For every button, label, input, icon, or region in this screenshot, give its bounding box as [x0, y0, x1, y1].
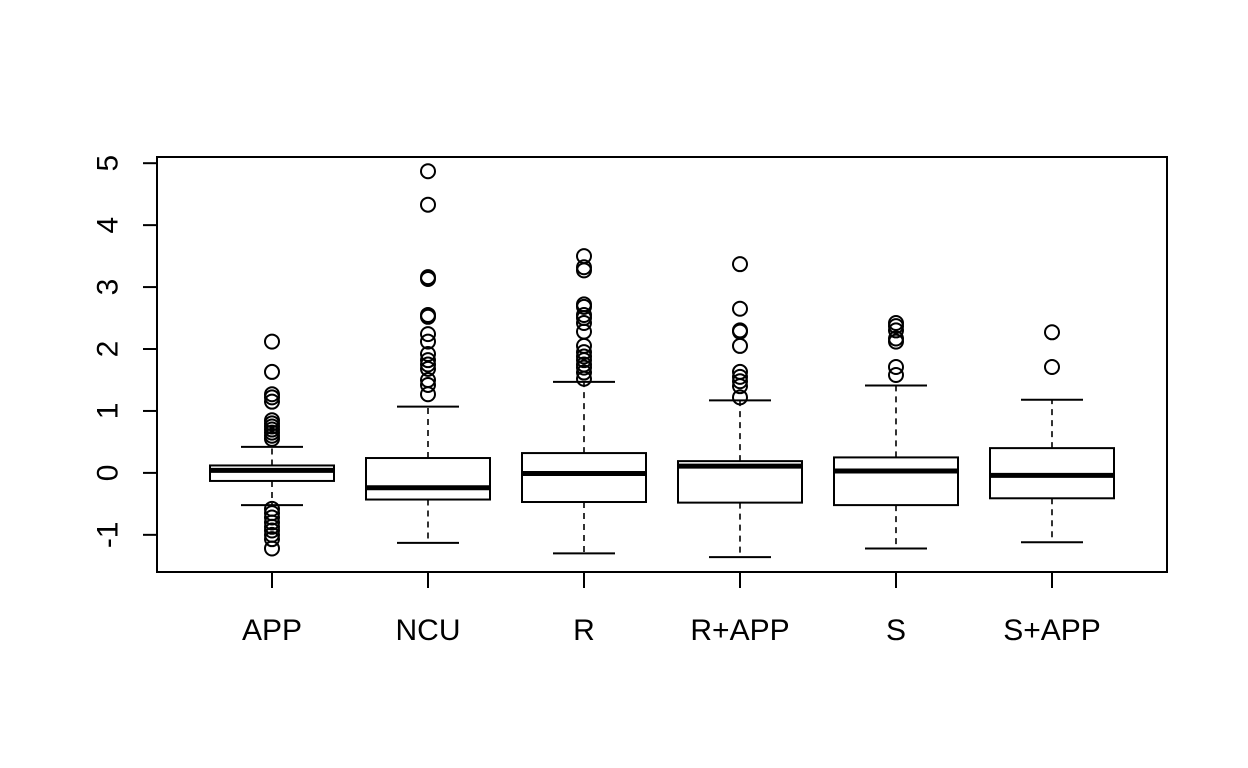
- outlier-point: [732, 256, 748, 273]
- outlier-point: [888, 330, 904, 347]
- box: [521, 452, 647, 504]
- box: [833, 456, 959, 507]
- outlier-point: [576, 315, 592, 331]
- outlier-point: [1044, 358, 1060, 375]
- outlier-point: [576, 348, 592, 365]
- outlier-point: [576, 306, 592, 323]
- outlier-point: [576, 248, 592, 265]
- outlier-point: [264, 412, 280, 429]
- y-tick-label: 4: [92, 217, 125, 234]
- y-tick-label: 3: [92, 279, 125, 296]
- outlier-point: [732, 322, 748, 339]
- outlier-point: [888, 315, 904, 331]
- outlier-point: [576, 344, 592, 361]
- outlier-point: [420, 163, 436, 180]
- outlier-point: [264, 522, 280, 539]
- outlier-point: [732, 389, 748, 406]
- box: [209, 464, 335, 482]
- x-axis: APP NCU R R+APP S S+APP: [242, 572, 1101, 647]
- outlier-point: [420, 376, 436, 393]
- y-axis: -1 0 1 2 3 4 5: [92, 155, 158, 548]
- outlier-point: [420, 269, 436, 286]
- y-tick-label: 5: [92, 155, 125, 172]
- outlier-point: [264, 540, 280, 557]
- outlier-point: [732, 368, 748, 385]
- outlier-point: [420, 371, 436, 388]
- outlier-point: [888, 358, 904, 375]
- outlier-point: [264, 514, 280, 531]
- outlier-point: [732, 300, 748, 317]
- outlier-point: [264, 531, 280, 548]
- outlier-point: [888, 322, 904, 339]
- outlier-point: [420, 306, 436, 323]
- y-tick-label: 1: [92, 403, 125, 420]
- box-group: [209, 333, 335, 557]
- outlier-point: [732, 363, 748, 380]
- outlier-point: [420, 326, 436, 343]
- outlier-point: [264, 386, 280, 403]
- outlier-point: [576, 364, 592, 381]
- y-tick-label: -1: [92, 521, 125, 548]
- outlier-point: [576, 356, 592, 373]
- box-group: [833, 315, 959, 550]
- outlier-point: [420, 196, 436, 213]
- plot-frame: [156, 156, 1168, 573]
- outlier-point: [420, 345, 436, 362]
- outlier-point: [732, 373, 748, 390]
- x-tick-label: R+APP: [690, 614, 789, 647]
- box-group: [989, 324, 1115, 544]
- box-group: [677, 256, 803, 559]
- outlier-point: [888, 367, 904, 384]
- outlier-point: [420, 333, 436, 350]
- outlier-point: [576, 259, 592, 276]
- boxes: [209, 163, 1115, 559]
- outlier-point: [264, 333, 280, 350]
- x-tick-label: S+APP: [1003, 614, 1101, 647]
- outlier-point: [264, 363, 280, 380]
- outlier-point: [1044, 324, 1060, 341]
- y-tick-label: 2: [92, 341, 125, 358]
- x-tick-label: S: [886, 614, 906, 647]
- x-tick-label: APP: [242, 614, 302, 647]
- x-tick-label: NCU: [396, 614, 461, 647]
- y-tick-label: 0: [92, 465, 125, 482]
- outlier-point: [732, 337, 748, 354]
- box: [365, 457, 491, 501]
- box-group: [365, 163, 491, 544]
- outlier-point: [576, 296, 592, 313]
- x-tick-label: R: [573, 614, 595, 647]
- outlier-point: [264, 393, 280, 410]
- box-group: [521, 248, 647, 555]
- outlier-point: [420, 356, 436, 373]
- outlier-point: [420, 352, 436, 369]
